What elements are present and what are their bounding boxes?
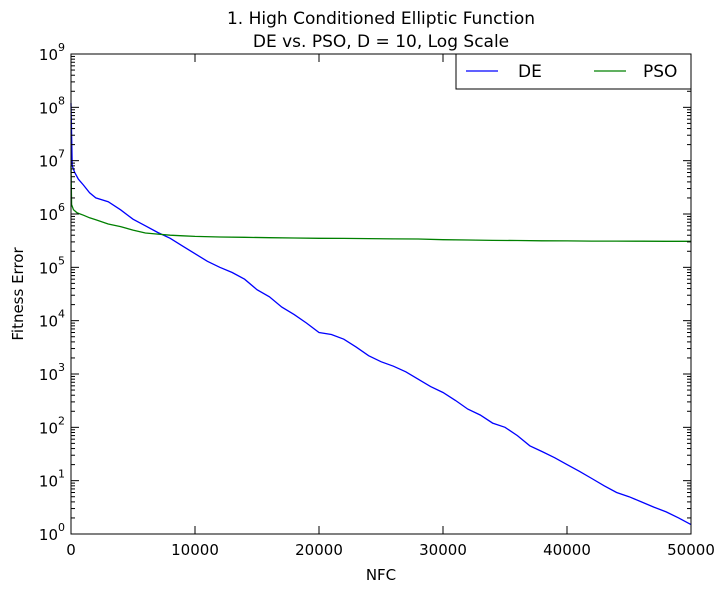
legend-de-label: DE: [518, 62, 542, 82]
x-tick-label: 50000: [667, 541, 715, 559]
ticks-layer: 0 10000 20000 30000 40000 50000 100 101 102 103 10…: [39, 41, 715, 559]
y-tick-label: 100: [39, 521, 65, 544]
x-tick-label: 40000: [543, 541, 591, 559]
y-tick-label: 101: [39, 468, 65, 491]
y-tick-label: 108: [39, 94, 65, 117]
plot-frame: [70, 53, 692, 535]
legend-pso-label: PSO: [643, 62, 677, 82]
x-tick-label: 20000: [295, 541, 343, 559]
series-line-de: [70, 103, 692, 526]
legend: DE PSO: [455, 53, 692, 90]
chart-subtitle: DE vs. PSO, D = 10, Log Scale: [253, 32, 509, 52]
chart-title: 1. High Conditioned Elliptic Function: [227, 9, 535, 29]
y-tick-label: 104: [39, 308, 65, 331]
y-tick-label: 106: [39, 201, 65, 224]
y-tick-label: 103: [39, 361, 65, 384]
x-tick-label: 30000: [419, 541, 467, 559]
y-tick-label: 102: [39, 414, 65, 437]
x-axis-label: NFC: [366, 566, 396, 584]
y-tick-label: 109: [39, 41, 65, 64]
y-tick-label: 105: [39, 254, 65, 277]
y-tick-label: 107: [39, 148, 65, 171]
x-tick-label: 0: [66, 541, 76, 559]
x-tick-label: 10000: [171, 541, 219, 559]
series-line-pso: [70, 165, 691, 242]
series-layer: [70, 103, 692, 526]
y-axis-label: Fitness Error: [9, 247, 27, 341]
